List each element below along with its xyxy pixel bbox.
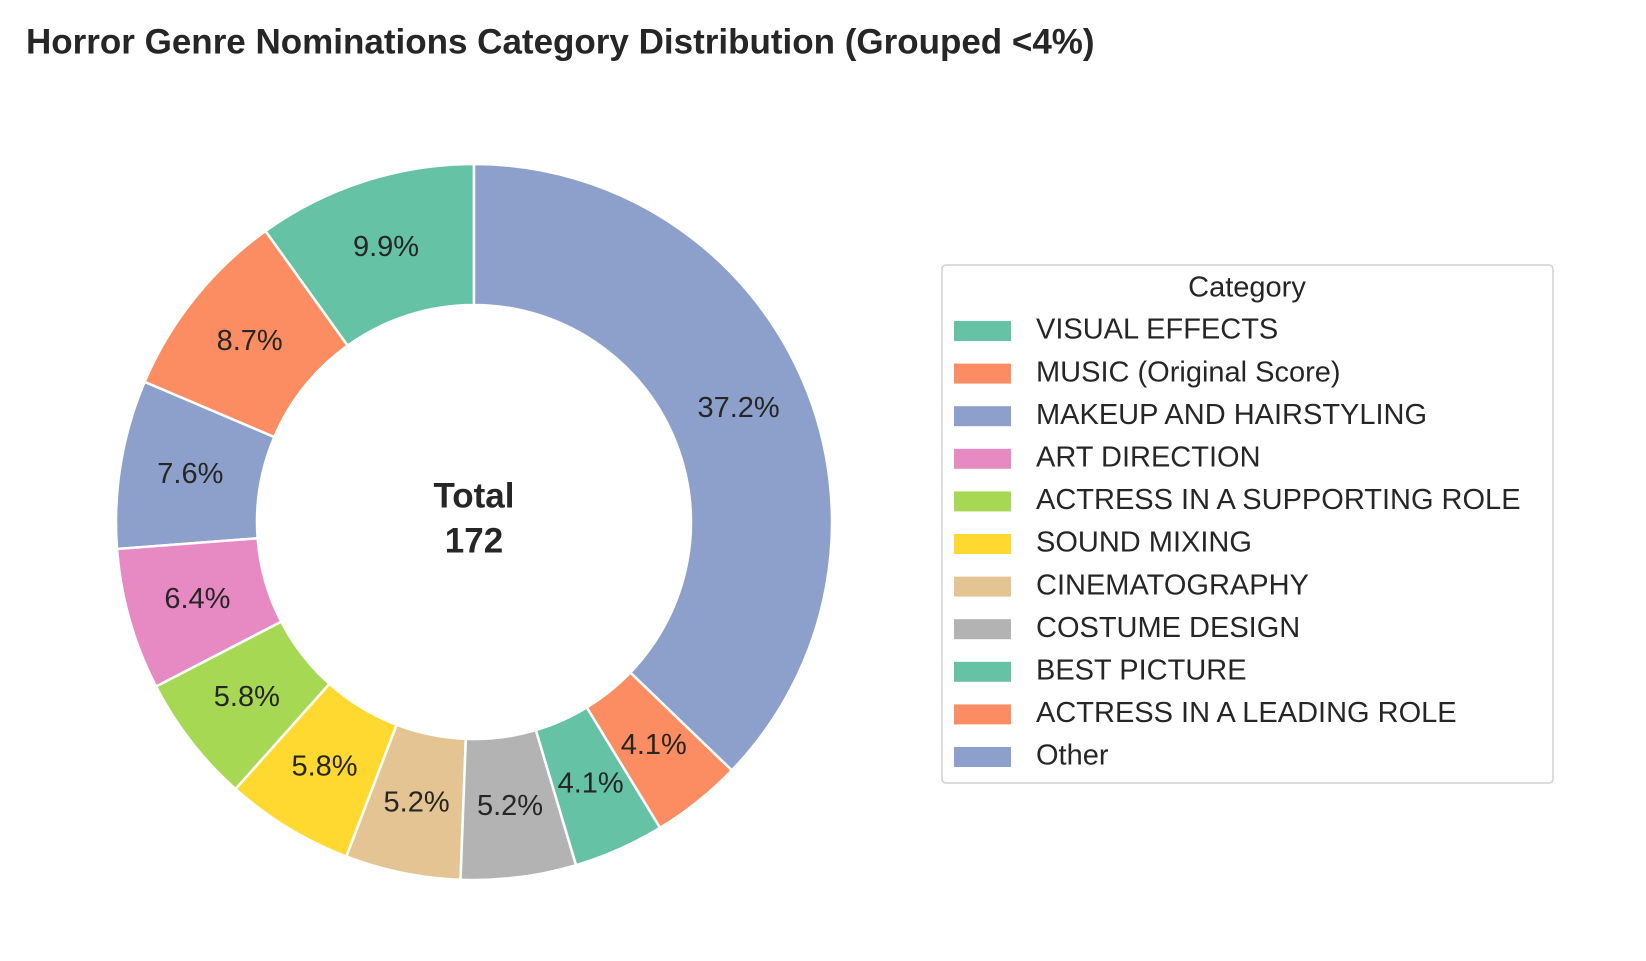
slice-label: 5.2%	[477, 790, 543, 822]
legend-swatch	[954, 363, 1011, 384]
legend-swatch	[954, 619, 1011, 640]
legend-swatch	[954, 704, 1011, 725]
slice-label: 8.7%	[217, 325, 283, 357]
legend-label: CINEMATOGRAPHY	[1036, 569, 1309, 601]
center-label: Total	[433, 476, 514, 515]
slice-label: 4.1%	[558, 767, 624, 799]
slice-label: 4.1%	[621, 729, 687, 761]
legend-label: SOUND MIXING	[1036, 527, 1252, 559]
slice-label: 5.8%	[214, 681, 280, 713]
legend-label: MAKEUP AND HAIRSTYLING	[1036, 399, 1427, 431]
legend-swatch	[954, 448, 1011, 469]
legend-swatch	[954, 534, 1011, 554]
legend-swatch	[954, 491, 1011, 512]
slice-label: 6.4%	[164, 583, 230, 615]
legend-swatch	[954, 661, 1011, 682]
chart-title: Horror Genre Nominations Category Distri…	[26, 22, 1095, 61]
slice-label: 5.8%	[291, 750, 357, 782]
slice	[472, 162, 834, 773]
legend-label: ACTRESS IN A SUPPORTING ROLE	[1036, 484, 1521, 516]
legend-swatch	[954, 747, 1011, 767]
legend-title: Category	[1188, 272, 1306, 304]
slice-label: 5.2%	[384, 786, 450, 818]
legend-swatch	[954, 321, 1011, 341]
legend-label: ART DIRECTION	[1036, 441, 1261, 473]
legend-label: ACTRESS IN A LEADING ROLE	[1036, 697, 1457, 729]
legend-swatch	[954, 576, 1011, 597]
legend-frame	[941, 264, 1554, 784]
donut: 9.9% 8.7% 7.6% 6.4% 5.8% 5.8% 5.2% 5.2% 4.1% 4.1%…	[114, 162, 834, 882]
slice-label: 9.9%	[353, 231, 419, 263]
slice-label: 37.2%	[697, 392, 779, 424]
legend-label: BEST PICTURE	[1036, 654, 1247, 686]
legend-label: Other	[1036, 740, 1109, 772]
legend-label: VISUAL EFFECTS	[1036, 314, 1278, 346]
legend: Category VISUAL EFFECTS MUSIC (Original S…	[941, 264, 1554, 784]
slice-label: 7.6%	[157, 458, 223, 490]
legend-label: COSTUME DESIGN	[1036, 612, 1300, 644]
legend-label: MUSIC (Original Score)	[1036, 356, 1341, 388]
legend-swatch	[954, 406, 1011, 427]
center-value: 172	[445, 521, 503, 560]
